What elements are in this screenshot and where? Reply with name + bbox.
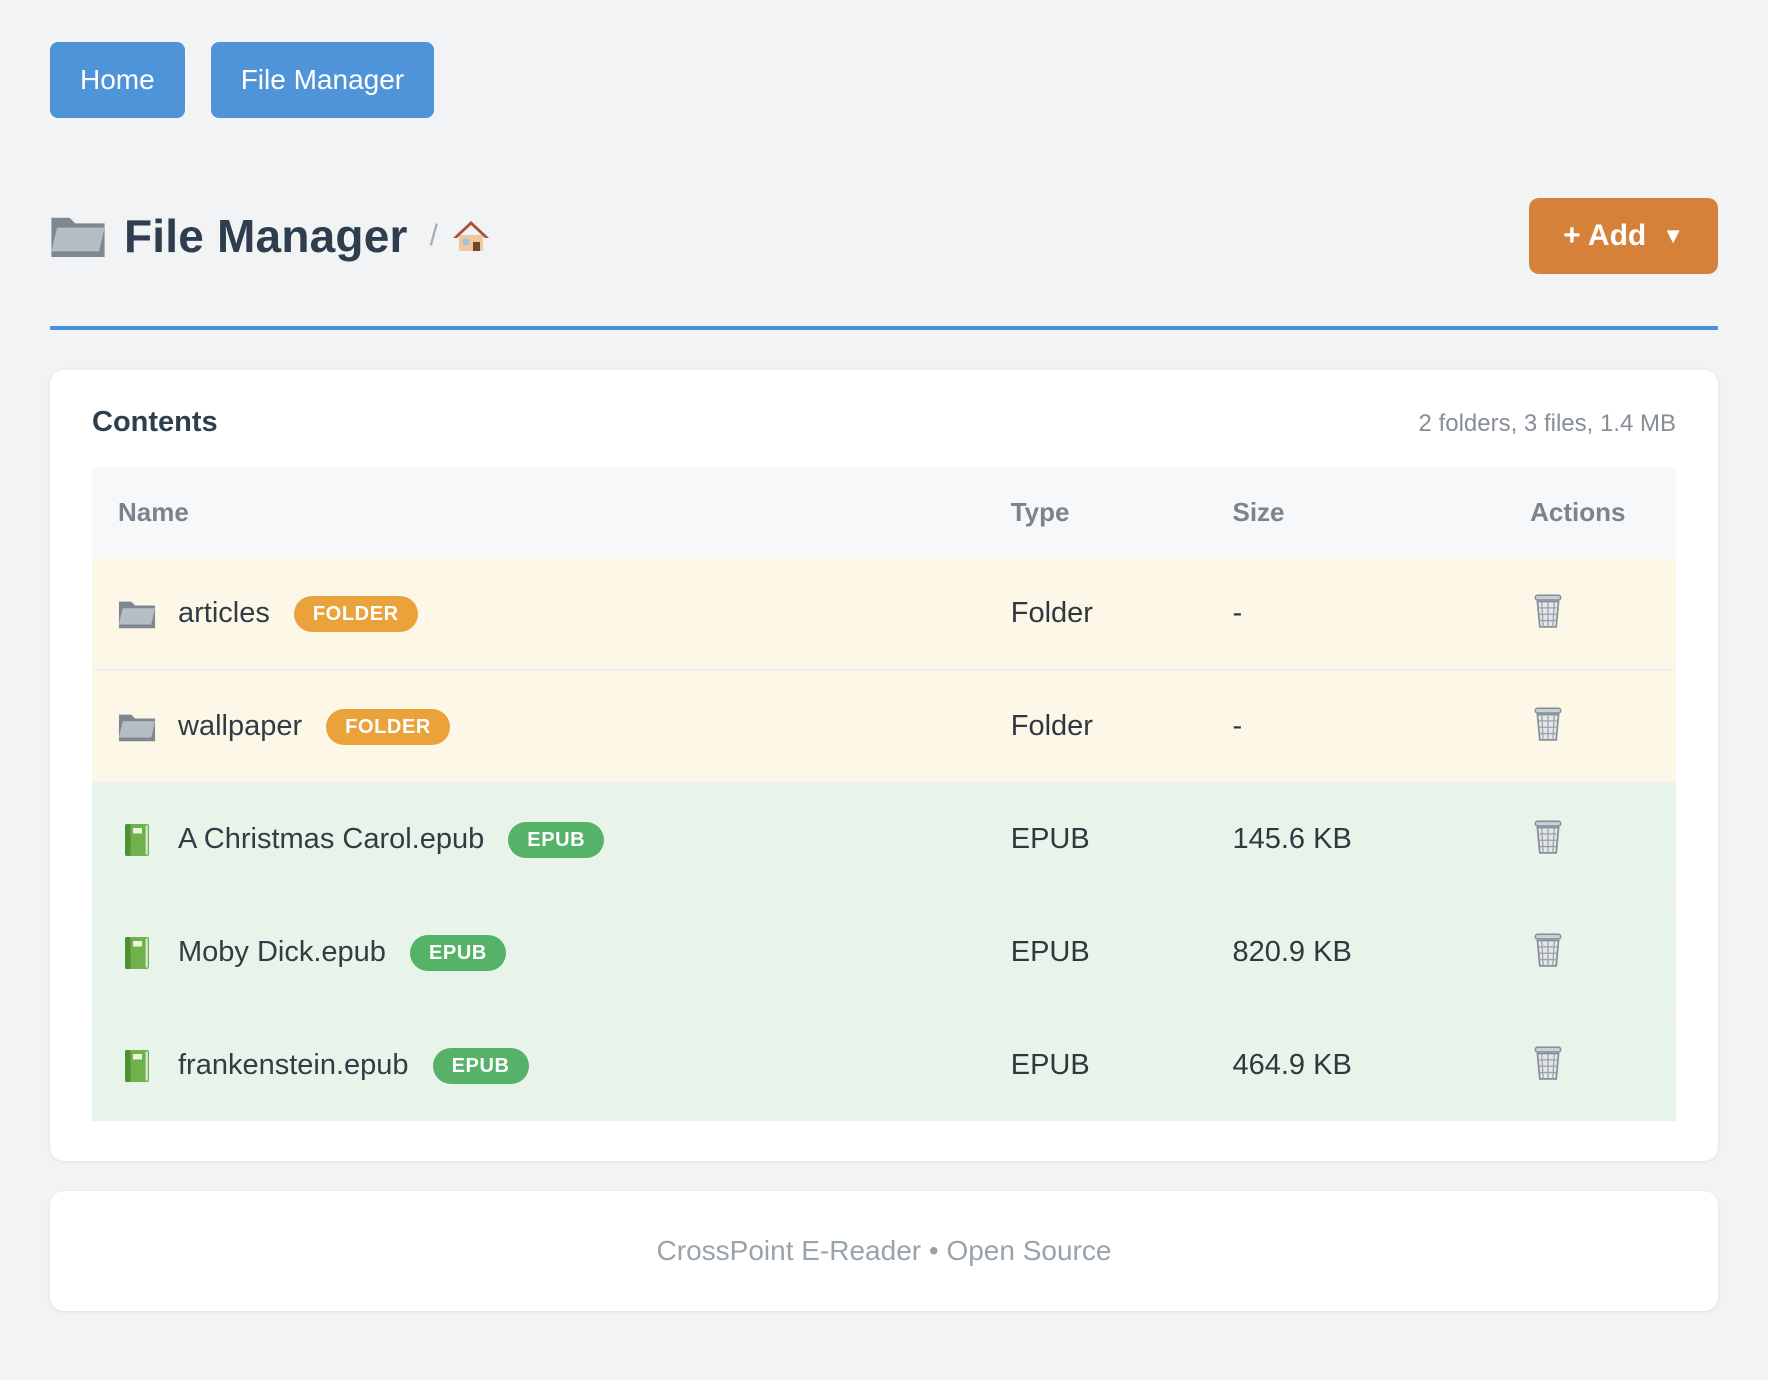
name-cell: wallpaper FOLDER: [92, 670, 1011, 783]
file-type-badge: FOLDER: [326, 708, 450, 745]
add-button-label: + Add: [1563, 219, 1647, 252]
name-cell: frankenstein.epub EPUB: [92, 1009, 1011, 1121]
trash-icon: [1530, 817, 1566, 855]
house-icon[interactable]: [452, 218, 490, 254]
nav-file-manager-button[interactable]: File Manager: [210, 42, 435, 118]
trash-icon: [1530, 1043, 1566, 1081]
folder-icon: [118, 710, 156, 744]
contents-summary: 2 folders, 3 files, 1.4 MB: [1418, 410, 1676, 437]
file-size: 820.9 KB: [1232, 936, 1352, 968]
trash-icon: [1530, 704, 1566, 742]
contents-card: Contents 2 folders, 3 files, 1.4 MB Name…: [50, 370, 1718, 1161]
file-type: EPUB: [1010, 1049, 1090, 1081]
folder-icon: [50, 213, 106, 259]
file-name-link[interactable]: A Christmas Carol.epub: [178, 823, 485, 855]
footer: CrossPoint E-Reader • Open Source: [50, 1191, 1718, 1311]
file-name-link[interactable]: Moby Dick.epub: [178, 936, 386, 968]
table-row[interactable]: frankenstein.epub EPUB EPUB 464.9 KB: [92, 1009, 1676, 1121]
top-nav: Home File Manager: [50, 42, 1718, 118]
trash-icon: [1530, 591, 1566, 629]
book-icon: [118, 1049, 156, 1083]
file-size: 145.6 KB: [1232, 823, 1352, 855]
file-type: Folder: [1010, 597, 1093, 629]
file-type: EPUB: [1010, 823, 1090, 855]
contents-title: Contents: [92, 406, 218, 438]
add-button[interactable]: + Add ▼: [1529, 198, 1718, 274]
column-header-size: Size: [1232, 497, 1285, 527]
delete-button[interactable]: [1530, 930, 1566, 971]
actions-cell: [1470, 783, 1676, 896]
file-type-badge: FOLDER: [293, 595, 418, 632]
file-name-link[interactable]: articles: [178, 597, 270, 629]
trash-icon: [1530, 930, 1566, 968]
breadcrumb-separator: /: [429, 219, 438, 252]
file-type: Folder: [1010, 710, 1093, 742]
file-type: EPUB: [1010, 936, 1090, 968]
file-table: Name Type Size Actions: [92, 467, 1676, 1121]
book-icon: [118, 936, 156, 970]
file-name-link[interactable]: frankenstein.epub: [178, 1049, 409, 1081]
title-group: File Manager /: [50, 209, 490, 263]
table-row[interactable]: articles FOLDER Folder -: [92, 558, 1676, 670]
delete-button[interactable]: [1530, 591, 1566, 632]
book-icon: [118, 823, 156, 857]
folder-icon: [118, 597, 156, 631]
name-cell: articles FOLDER: [92, 558, 1011, 670]
delete-button[interactable]: [1530, 1043, 1566, 1084]
file-type-badge: EPUB: [432, 1047, 529, 1084]
file-size: -: [1232, 710, 1243, 742]
footer-text: CrossPoint E-Reader • Open Source: [656, 1235, 1112, 1266]
table-row[interactable]: A Christmas Carol.epub EPUB EPUB 145.6 K…: [92, 783, 1676, 896]
file-size: 464.9 KB: [1232, 1049, 1352, 1081]
caret-down-icon: ▼: [1662, 223, 1684, 248]
file-table-body: articles FOLDER Folder -: [92, 558, 1676, 1121]
actions-cell: [1470, 1009, 1676, 1121]
column-header-actions: Actions: [1530, 497, 1626, 527]
table-row[interactable]: wallpaper FOLDER Folder -: [92, 670, 1676, 783]
actions-cell: [1470, 558, 1676, 670]
page-title: File Manager: [124, 210, 408, 262]
file-type-badge: EPUB: [409, 934, 506, 971]
file-type-badge: EPUB: [508, 821, 605, 858]
file-manager-page: Home File Manager File Manager /: [50, 42, 1718, 1311]
actions-cell: [1470, 670, 1676, 783]
page-header: File Manager / + Add ▼: [50, 198, 1718, 274]
table-header-row: Name Type Size Actions: [92, 467, 1676, 558]
actions-cell: [1470, 896, 1676, 1009]
name-cell: Moby Dick.epub EPUB: [92, 896, 1011, 1009]
name-cell: A Christmas Carol.epub EPUB: [92, 783, 1011, 896]
column-header-name: Name: [118, 497, 189, 527]
column-header-type: Type: [1010, 497, 1070, 527]
delete-button[interactable]: [1530, 817, 1566, 858]
header-divider: [50, 326, 1718, 330]
file-size: -: [1232, 597, 1243, 629]
contents-card-header: Contents 2 folders, 3 files, 1.4 MB: [92, 406, 1676, 439]
delete-button[interactable]: [1530, 704, 1566, 745]
nav-home-button[interactable]: Home: [50, 42, 185, 118]
file-name-link[interactable]: wallpaper: [178, 710, 303, 742]
table-row[interactable]: Moby Dick.epub EPUB EPUB 820.9 KB: [92, 896, 1676, 1009]
